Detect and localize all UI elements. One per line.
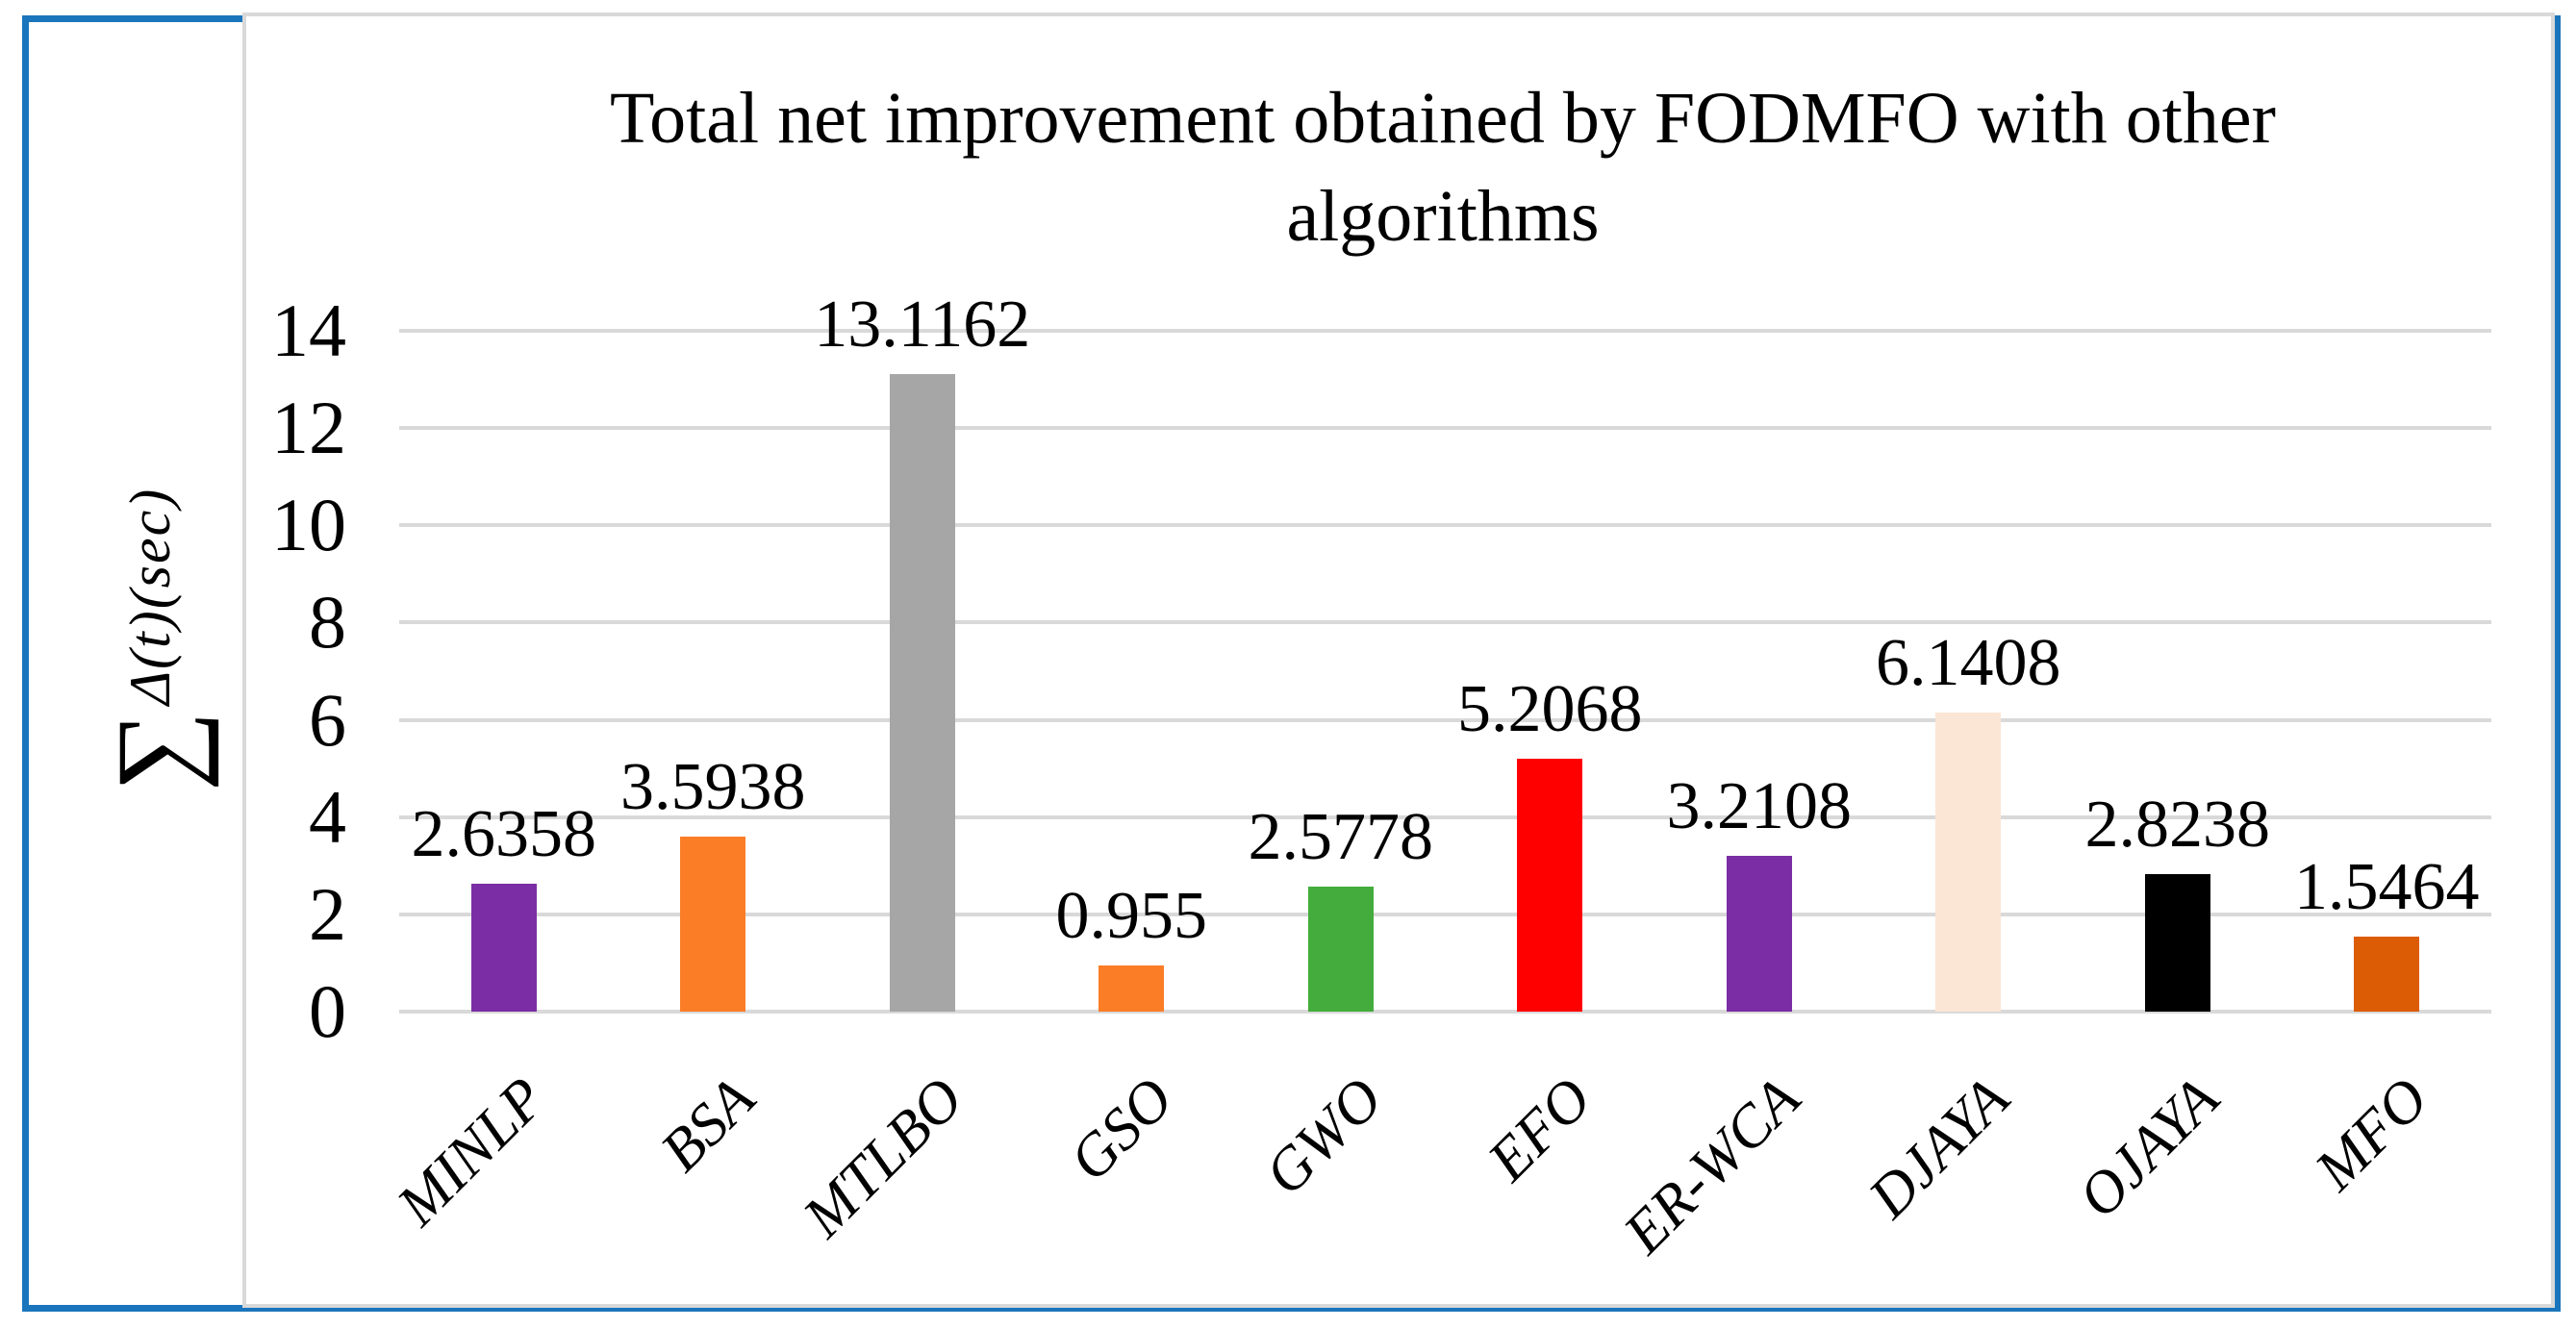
bar-MFO — [2354, 936, 2420, 1012]
value-label-MFO: 1.5464 — [2294, 849, 2480, 924]
y-axis-title: ∑Δ(t)(sec) — [91, 14, 219, 1265]
value-label-BSA: 3.5938 — [620, 750, 806, 825]
bar-BSA — [680, 837, 746, 1012]
bar-GSO — [1099, 965, 1165, 1012]
y-tick-label-4: 4 — [309, 774, 346, 859]
chart-panel — [242, 13, 2555, 1308]
y-tick-label-8: 8 — [309, 580, 346, 664]
bar-OJAYA — [2144, 874, 2210, 1012]
bar-MINLP — [470, 883, 537, 1012]
y-tick-label-10: 10 — [271, 483, 346, 567]
y-tick-label-0: 0 — [309, 969, 346, 1053]
y-tick-label-14: 14 — [271, 288, 346, 372]
value-label-GSO: 0.955 — [1055, 878, 1208, 953]
y-tick-label-2: 2 — [309, 871, 346, 956]
bar-DJAYA — [1935, 713, 2002, 1012]
gridline-y-10 — [399, 523, 2491, 528]
gridline-y-4 — [399, 814, 2491, 819]
y-axis-title-text: Δ(t)(sec) — [118, 487, 182, 706]
gridline-y-14 — [399, 329, 2491, 333]
value-label-DJAYA: 6.1408 — [1876, 626, 2061, 701]
bar-EFO — [1517, 758, 1583, 1012]
gridline-y-2 — [399, 912, 2491, 916]
bar-MTLBO — [889, 373, 955, 1012]
value-label-GWO: 2.5778 — [1248, 799, 1434, 874]
value-label-MTLBO: 13.1162 — [814, 287, 1031, 362]
gridline-y-12 — [399, 426, 2491, 431]
value-label-OJAYA: 2.8238 — [2084, 788, 2271, 863]
value-label-EFO: 5.2068 — [1457, 671, 1643, 746]
gridline-y-8 — [399, 620, 2491, 625]
y-tick-label-6: 6 — [309, 677, 346, 762]
chart-title: Total net improvement obtained by FODMFO… — [610, 78, 2276, 257]
bar-GWO — [1307, 886, 1374, 1012]
gridline-y-6 — [399, 717, 2491, 722]
value-label-ER-WCA: 3.2108 — [1666, 768, 1853, 843]
bar-ER-WCA — [1726, 855, 1792, 1012]
y-tick-label-12: 12 — [271, 386, 346, 470]
value-label-MINLP: 2.6358 — [411, 796, 597, 871]
gridline-y-0 — [399, 1010, 2491, 1014]
